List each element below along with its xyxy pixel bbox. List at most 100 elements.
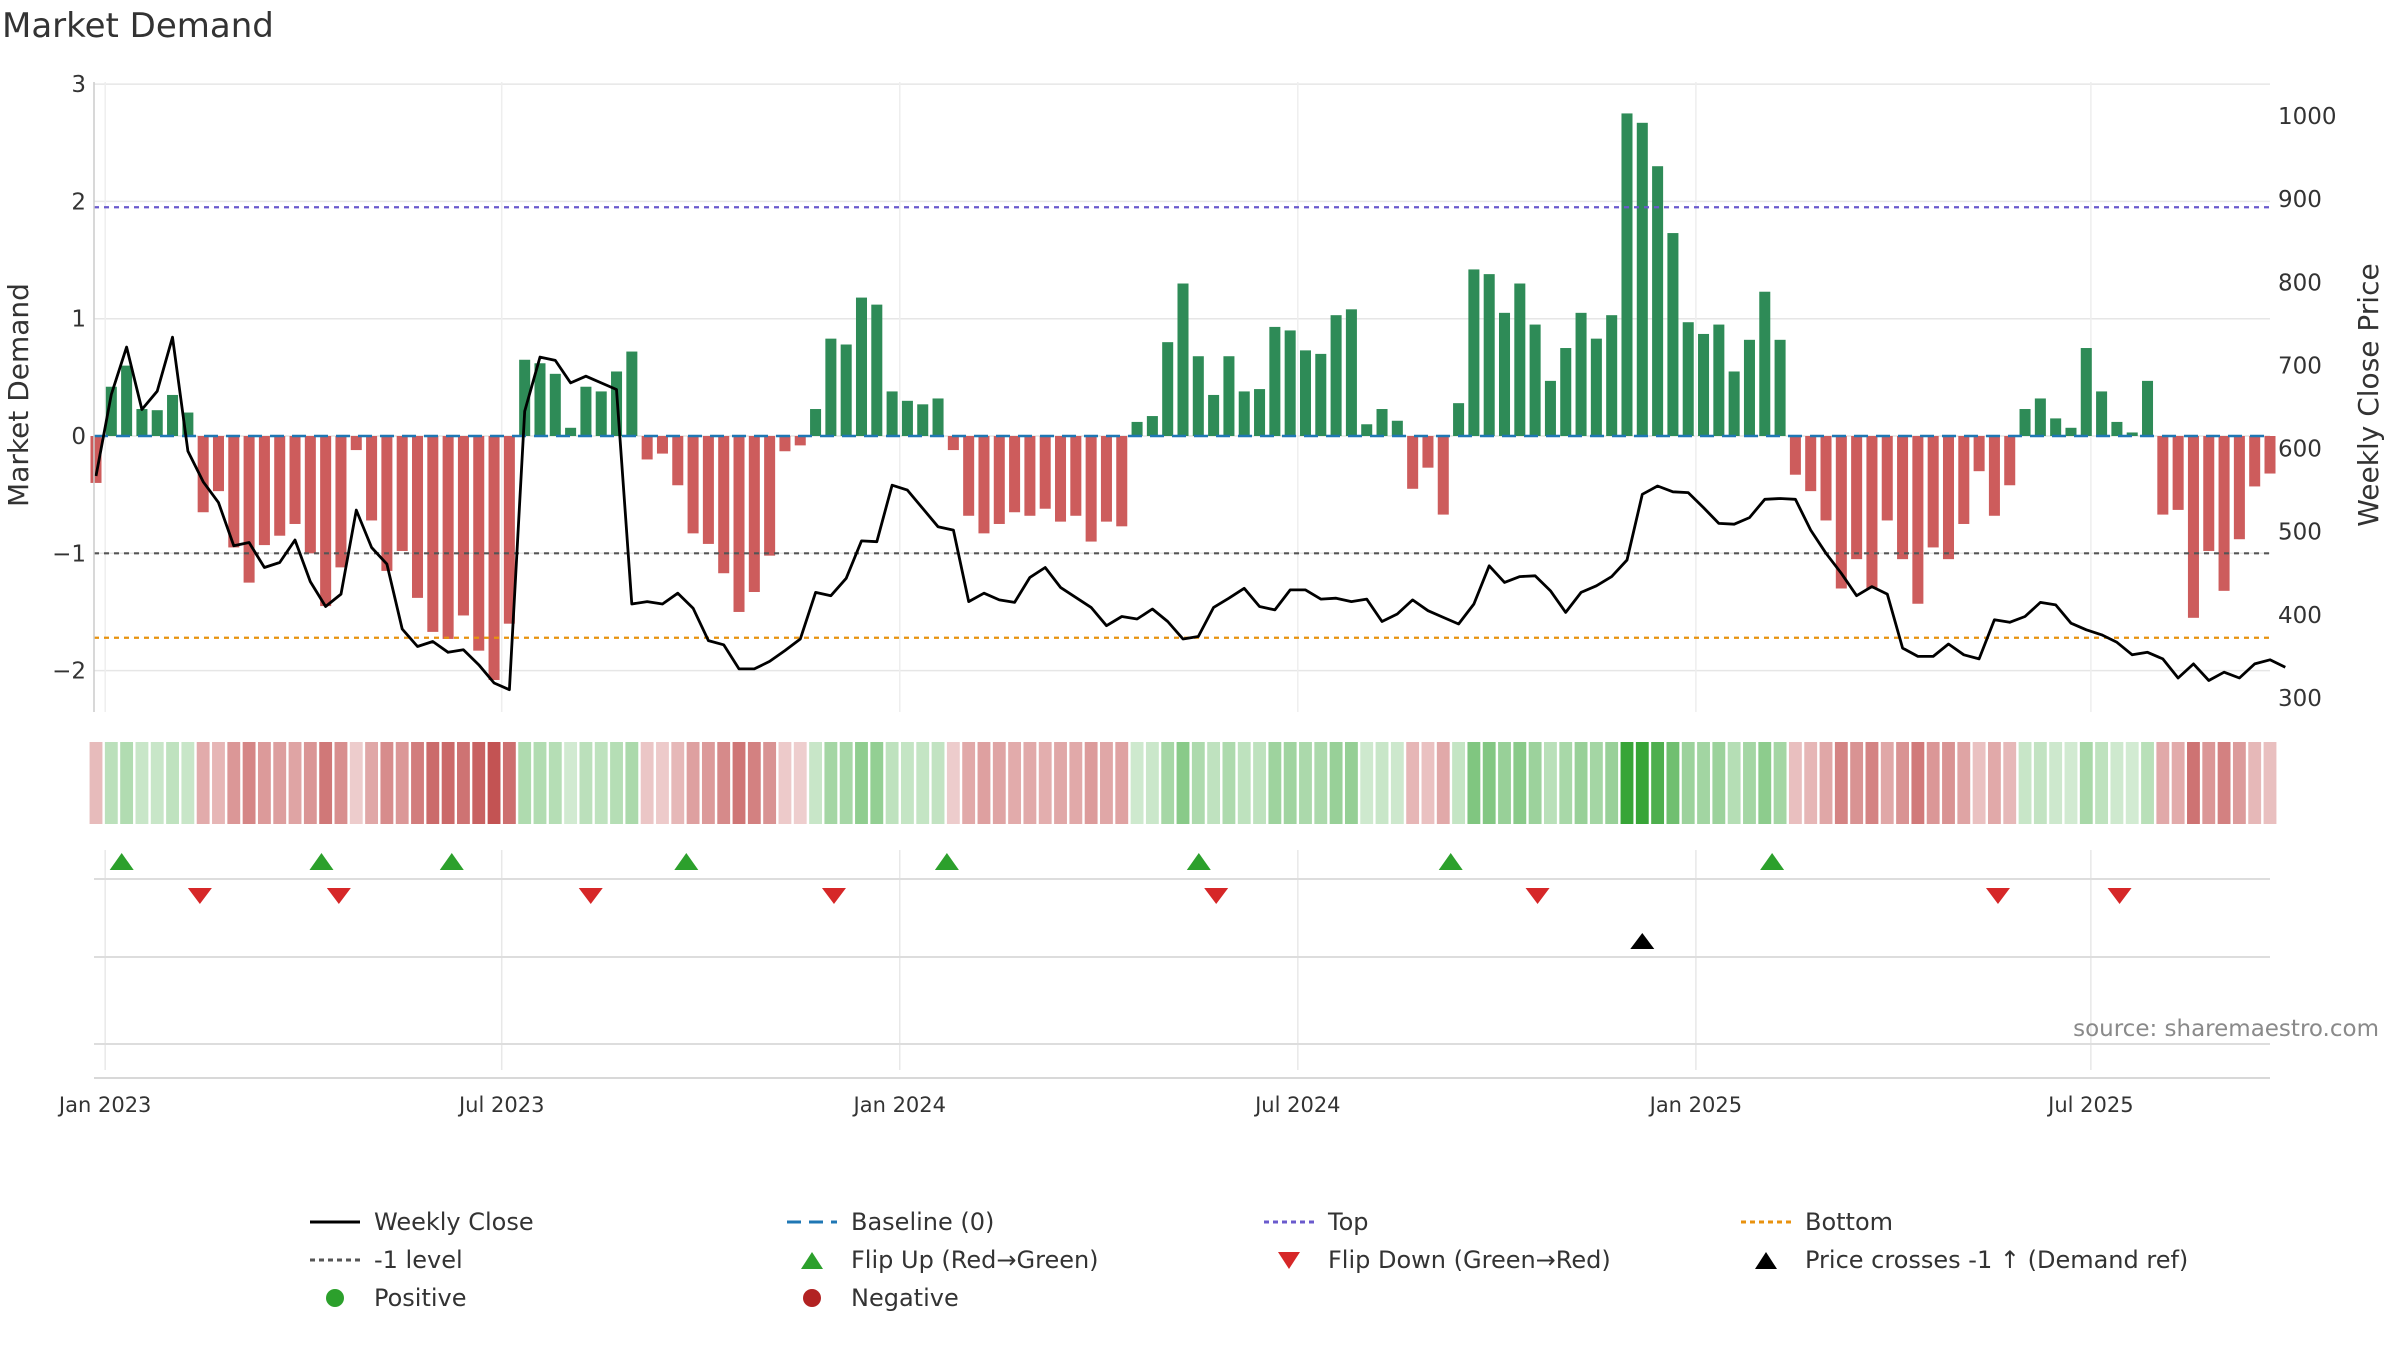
- demand-bar: [182, 412, 194, 436]
- demand-bar: [1039, 436, 1051, 509]
- heat-strip-cell: [1743, 742, 1756, 824]
- demand-bar: [488, 436, 500, 680]
- demand-bar: [886, 391, 898, 436]
- x-tick-label: Jul 2025: [2046, 1093, 2133, 1117]
- heat-strip-cell: [1054, 742, 1067, 824]
- demand-bar: [2172, 436, 2184, 510]
- y2-tick-label: 900: [2278, 187, 2322, 213]
- demand-bar: [947, 436, 959, 451]
- heat-strip-cell: [701, 742, 715, 824]
- heat-strip-cell: [2018, 742, 2032, 824]
- heat-strip-cell: [150, 742, 164, 824]
- heat-strip-cell: [212, 742, 225, 824]
- heat-strip-cell: [1207, 742, 1221, 824]
- demand-bar: [1330, 315, 1342, 436]
- demand-bar: [1544, 380, 1556, 436]
- flip-down-marker: [2107, 888, 2132, 904]
- demand-bar: [641, 436, 653, 460]
- demand-bar: [2157, 436, 2169, 515]
- demand-bar: [672, 436, 684, 486]
- heat-strip-cell: [809, 742, 822, 824]
- heat-strip-cell: [564, 742, 578, 824]
- flip-up-marker: [1760, 853, 1785, 870]
- legend-swatch: [1264, 1220, 1314, 1224]
- heat-strip-cell: [411, 742, 424, 824]
- demand-bar: [212, 436, 224, 492]
- y-tick-label: −2: [52, 659, 86, 685]
- demand-bar: [963, 436, 975, 516]
- heat-strip-cell: [1804, 742, 1818, 824]
- demand-bar: [1973, 436, 1985, 472]
- demand-bar: [626, 351, 638, 436]
- heat-strip-cell: [426, 742, 440, 824]
- demand-bar: [1988, 436, 2000, 516]
- heat-strip-cell: [2079, 742, 2093, 824]
- heat-strip-cell: [793, 742, 807, 824]
- demand-bar: [1789, 436, 1801, 475]
- flip-down-marker: [1985, 888, 2010, 904]
- legend-swatch: [803, 1289, 821, 1307]
- y2-tick-label: 400: [2278, 603, 2322, 629]
- heat-strip-cell: [1299, 742, 1312, 824]
- demand-bar: [1652, 166, 1664, 436]
- demand-bar: [2187, 436, 2199, 618]
- legend-swatch: [801, 1252, 823, 1269]
- demand-bar: [748, 436, 760, 593]
- demand-bar: [1437, 436, 1449, 515]
- heat-strip-cell: [1023, 742, 1037, 824]
- demand-bar: [1085, 436, 1097, 542]
- demand-bar: [1070, 436, 1082, 516]
- heat-strip-cell: [916, 742, 930, 824]
- demand-bar: [2264, 436, 2276, 474]
- demand-bar: [580, 386, 592, 436]
- demand-bar: [1912, 436, 1924, 604]
- heat-strip-cell: [900, 742, 914, 824]
- heat-strip-cell: [1712, 742, 1726, 824]
- legend-label: Flip Down (Green→Red): [1328, 1246, 1611, 1274]
- heat-strip-cell: [747, 742, 761, 824]
- demand-bar: [901, 400, 913, 436]
- y2-tick-label: 700: [2278, 353, 2322, 379]
- legend-label: Top: [1328, 1208, 1369, 1236]
- demand-bar: [534, 363, 546, 436]
- demand-bar: [136, 409, 148, 436]
- demand-bar: [687, 436, 699, 534]
- demand-bar: [1851, 436, 1863, 560]
- demand-bar: [1698, 333, 1710, 436]
- heat-strip-cell: [1635, 742, 1649, 824]
- demand-bar: [1636, 122, 1648, 437]
- heat-strip-cell: [242, 742, 256, 824]
- heat-strip-cell: [196, 742, 210, 824]
- demand-bar: [1284, 330, 1296, 436]
- heat-strip-cell: [2110, 742, 2124, 824]
- demand-bar: [993, 436, 1005, 524]
- y-axis-label: Market Demand: [2, 283, 35, 507]
- heat-strip-cell: [1972, 742, 1986, 824]
- heat-strip-cell: [166, 742, 179, 824]
- heat-strip-cell: [931, 742, 945, 824]
- heat-strip-cell: [1513, 742, 1527, 824]
- price-cross-marker: [1630, 933, 1655, 949]
- heat-strip-cell: [319, 742, 333, 824]
- demand-bar: [503, 436, 515, 624]
- demand-bar: [1897, 436, 1909, 560]
- legend-item: Weekly Close: [300, 1205, 534, 1239]
- demand-bar: [718, 436, 730, 574]
- heat-strip-cell: [671, 742, 685, 824]
- demand-bar: [228, 436, 240, 548]
- heat-strip-cell: [824, 742, 838, 824]
- demand-bar: [656, 436, 668, 454]
- heat-strip-cell: [227, 742, 241, 824]
- y2-axis-label: Weekly Close Price: [2352, 263, 2385, 526]
- demand-bar: [764, 436, 776, 556]
- heat-strip-cell: [1253, 742, 1266, 824]
- demand-bar: [1881, 436, 1893, 521]
- heat-strip-cell: [1559, 742, 1573, 824]
- demand-bar: [442, 436, 454, 639]
- demand-bar: [2004, 436, 2016, 486]
- demand-bar: [167, 394, 179, 436]
- demand-bar: [121, 365, 133, 436]
- demand-bar: [1682, 322, 1694, 436]
- demand-bar: [197, 436, 209, 513]
- demand-bar: [1146, 416, 1158, 436]
